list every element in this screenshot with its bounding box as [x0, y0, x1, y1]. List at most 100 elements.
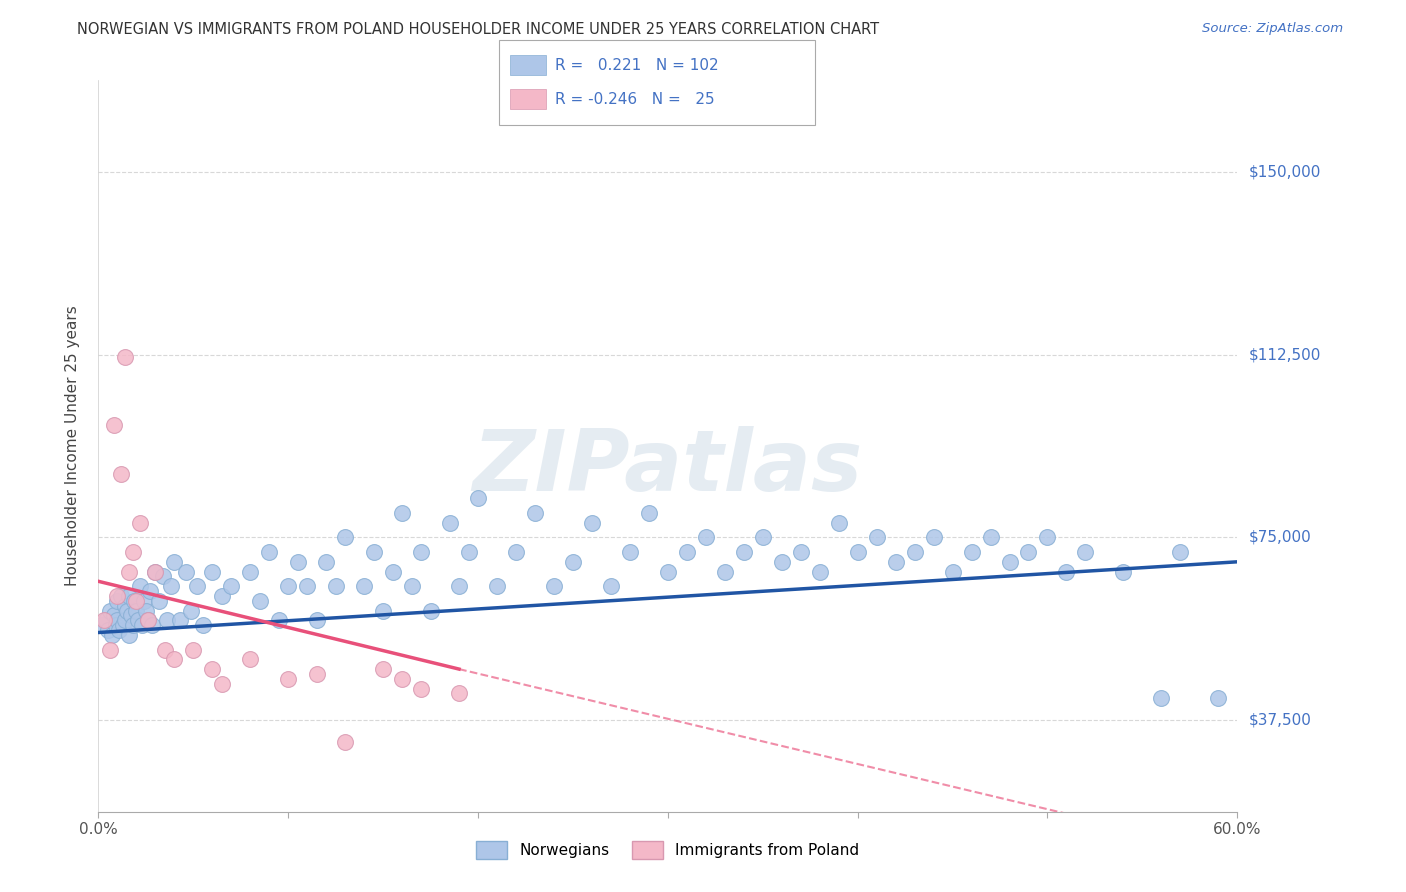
Point: [110, 467, 132, 481]
Point: [121, 618, 143, 632]
Point: [335, 530, 357, 544]
Point: [136, 613, 159, 627]
Point: [107, 613, 129, 627]
Point: [277, 672, 299, 686]
Point: [846, 545, 869, 559]
Point: [239, 652, 262, 666]
Point: [118, 565, 141, 579]
Point: [904, 545, 927, 559]
Point: [127, 613, 149, 627]
Point: [152, 569, 174, 583]
Text: $150,000: $150,000: [1249, 164, 1320, 179]
Point: [141, 618, 163, 632]
Point: [249, 594, 271, 608]
Point: [159, 579, 181, 593]
Point: [391, 506, 413, 520]
Point: [371, 603, 394, 617]
Point: [714, 565, 737, 579]
Point: [325, 579, 347, 593]
Point: [98, 642, 121, 657]
Point: [108, 623, 131, 637]
Point: [467, 491, 489, 506]
Point: [543, 579, 565, 593]
Point: [103, 608, 125, 623]
Point: [211, 676, 233, 690]
Point: [486, 579, 509, 593]
Point: [1170, 545, 1192, 559]
Point: [942, 565, 965, 579]
Point: [457, 545, 479, 559]
Point: [449, 579, 471, 593]
Point: [353, 579, 375, 593]
Point: [922, 530, 945, 544]
Point: [239, 565, 262, 579]
Point: [960, 545, 983, 559]
Point: [131, 618, 153, 632]
Text: $37,500: $37,500: [1249, 713, 1312, 728]
Point: [381, 565, 404, 579]
Point: [790, 545, 813, 559]
Point: [103, 418, 125, 433]
Point: [619, 545, 641, 559]
Point: [118, 628, 141, 642]
Text: R = -0.246   N =   25: R = -0.246 N = 25: [555, 92, 716, 106]
Point: [211, 589, 233, 603]
Point: [449, 686, 471, 700]
Text: Source: ZipAtlas.com: Source: ZipAtlas.com: [1202, 22, 1343, 36]
Text: R =   0.221   N = 102: R = 0.221 N = 102: [555, 58, 718, 72]
Point: [676, 545, 699, 559]
Point: [125, 594, 148, 608]
Point: [118, 589, 141, 603]
Point: [104, 618, 127, 632]
Text: NORWEGIAN VS IMMIGRANTS FROM POLAND HOUSEHOLDER INCOME UNDER 25 YEARS CORRELATIO: NORWEGIAN VS IMMIGRANTS FROM POLAND HOUS…: [77, 22, 880, 37]
Point: [733, 545, 755, 559]
Point: [125, 603, 148, 617]
Point: [305, 613, 328, 627]
Point: [305, 667, 328, 681]
Point: [524, 506, 547, 520]
Point: [145, 565, 167, 579]
Text: $112,500: $112,500: [1249, 347, 1320, 362]
Point: [191, 618, 214, 632]
Point: [107, 594, 129, 608]
Point: [600, 579, 623, 593]
Point: [638, 506, 661, 520]
Y-axis label: Householder Income Under 25 years: Householder Income Under 25 years: [65, 306, 80, 586]
Point: [156, 613, 179, 627]
Point: [221, 579, 243, 593]
Point: [884, 555, 907, 569]
Point: [277, 579, 299, 593]
Point: [866, 530, 889, 544]
Point: [163, 555, 186, 569]
Point: [138, 584, 160, 599]
Point: [581, 516, 603, 530]
Point: [114, 599, 136, 613]
Point: [287, 555, 309, 569]
Point: [136, 613, 159, 627]
Point: [391, 672, 413, 686]
Point: [132, 594, 155, 608]
Point: [115, 603, 138, 617]
Point: [979, 530, 1001, 544]
Point: [401, 579, 423, 593]
Point: [998, 555, 1021, 569]
Point: [1208, 691, 1230, 706]
Point: [120, 608, 142, 623]
Point: [439, 516, 461, 530]
Text: $75,000: $75,000: [1249, 530, 1312, 545]
Point: [98, 603, 121, 617]
Point: [145, 565, 167, 579]
Point: [186, 579, 208, 593]
Point: [124, 594, 146, 608]
Point: [94, 613, 117, 627]
Point: [183, 642, 205, 657]
Point: [1150, 691, 1173, 706]
Point: [153, 642, 176, 657]
Point: [1112, 565, 1135, 579]
Point: [174, 565, 197, 579]
Point: [335, 735, 357, 749]
Point: [112, 618, 135, 632]
Point: [114, 613, 136, 627]
Point: [135, 603, 157, 617]
Point: [163, 652, 186, 666]
